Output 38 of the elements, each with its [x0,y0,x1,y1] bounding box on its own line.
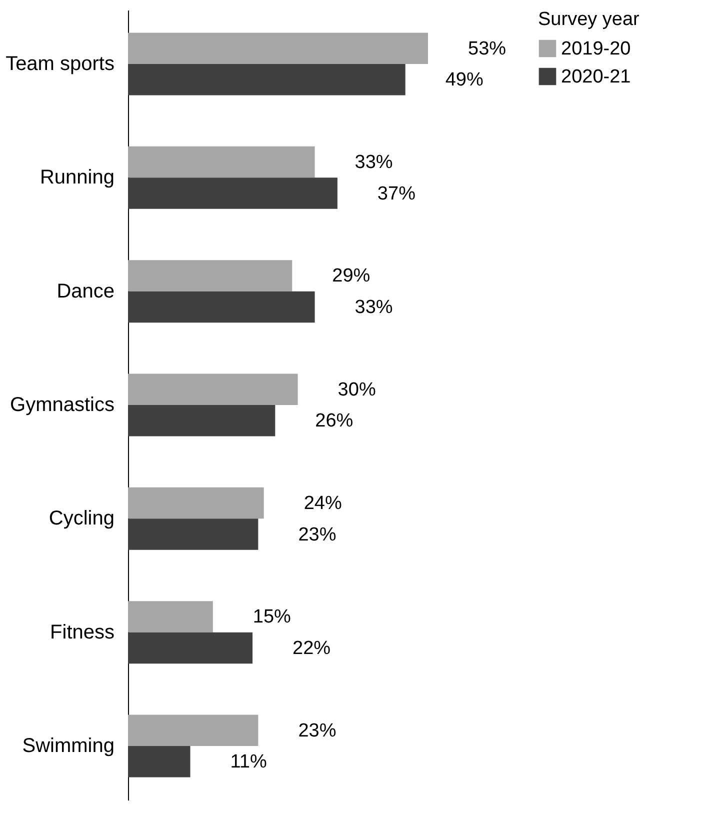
bar [128,487,264,519]
bar [128,405,276,436]
legend-label: 2020-21 [561,66,631,88]
bar [128,518,258,550]
data-label: 33% [354,152,393,174]
bar [128,601,213,632]
data-label: 30% [338,379,376,400]
bar [128,32,428,64]
bar [128,374,298,405]
data-label: 24% [304,493,342,514]
bar [128,632,253,664]
legend-title: Survey year [538,9,640,30]
y-tick-label: Team sports [6,52,114,75]
y-tick-label: Gymnastics [10,394,114,416]
data-label: 11% [230,752,267,773]
data-label: 23% [298,720,336,742]
y-tick-label: Fitness [50,621,114,644]
data-label: 37% [377,183,416,204]
data-label: 29% [332,266,370,287]
bar [128,146,315,178]
bar [128,64,406,96]
y-tick-label: Swimming [22,735,114,758]
bar [128,178,338,209]
data-label: 53% [468,38,506,60]
data-label: 23% [298,524,336,546]
y-tick-label: Dance [56,280,114,302]
data-label: 33% [354,296,393,318]
data-label: 22% [292,638,331,659]
data-label: 26% [315,410,354,432]
data-label: 49% [445,70,484,91]
data-label: 15% [252,606,292,628]
bar [128,260,292,292]
bar [128,291,315,323]
bar [128,746,190,778]
legend-label: 2019-20 [561,38,631,60]
y-tick-label: Cycling [48,508,114,530]
y-tick-label: Running [40,166,114,189]
bar [128,714,258,746]
